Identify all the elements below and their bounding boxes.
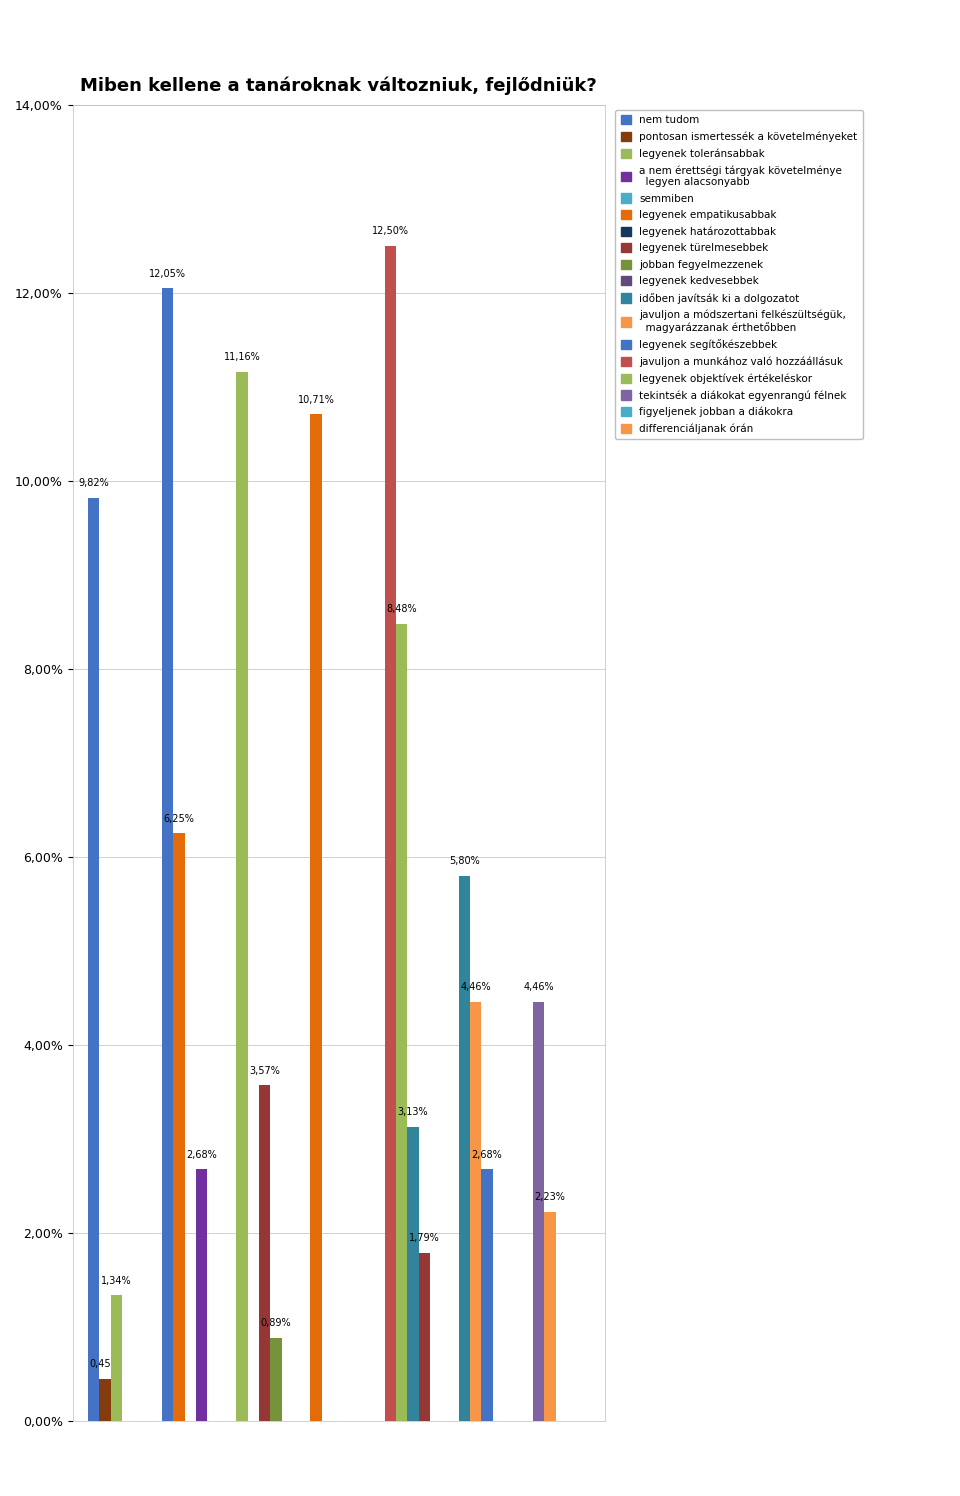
Text: 12,05%: 12,05% <box>149 269 186 278</box>
Bar <box>459 875 470 1421</box>
Bar <box>110 1296 122 1421</box>
Text: 0,89%: 0,89% <box>260 1318 291 1328</box>
Bar <box>88 498 99 1421</box>
Text: 2,68%: 2,68% <box>471 1150 502 1159</box>
Text: 10,71%: 10,71% <box>298 395 334 405</box>
Text: 6,25%: 6,25% <box>163 814 195 824</box>
Bar <box>196 1170 207 1421</box>
Bar <box>162 289 174 1421</box>
Bar <box>396 624 407 1421</box>
Text: 2,23%: 2,23% <box>535 1192 565 1203</box>
Bar <box>99 1379 110 1421</box>
Bar <box>385 245 396 1421</box>
Bar <box>174 833 184 1421</box>
Text: 1,34%: 1,34% <box>101 1276 132 1285</box>
Bar <box>407 1126 419 1421</box>
Text: 4,46%: 4,46% <box>461 983 491 992</box>
Bar <box>470 1002 481 1421</box>
Text: 3,13%: 3,13% <box>397 1107 428 1118</box>
Bar <box>270 1337 281 1421</box>
Text: 4,46%: 4,46% <box>523 983 554 992</box>
Legend: nem tudom, pontosan ismertessék a követelményeket, legyenek toleránsabbak, a nem: nem tudom, pontosan ismertessék a követe… <box>615 109 863 440</box>
Text: 2,68%: 2,68% <box>186 1150 217 1159</box>
Text: 1,79%: 1,79% <box>409 1234 440 1243</box>
Title: Miben kellene a tanároknak változniuk, fejlődniük?: Miben kellene a tanároknak változniuk, f… <box>81 76 597 94</box>
Text: 3,57%: 3,57% <box>249 1067 280 1076</box>
Text: 5,80%: 5,80% <box>449 856 480 866</box>
Bar <box>236 373 248 1421</box>
Text: 9,82%: 9,82% <box>78 479 108 488</box>
Bar <box>419 1252 430 1421</box>
Text: 8,48%: 8,48% <box>386 604 417 615</box>
Text: 11,16%: 11,16% <box>224 353 260 362</box>
Text: 12,50%: 12,50% <box>372 226 409 236</box>
Bar <box>481 1170 492 1421</box>
Bar <box>544 1212 556 1421</box>
Text: 0,45%: 0,45% <box>89 1360 120 1369</box>
Bar <box>259 1086 270 1421</box>
Bar <box>310 414 322 1421</box>
Bar <box>533 1002 544 1421</box>
